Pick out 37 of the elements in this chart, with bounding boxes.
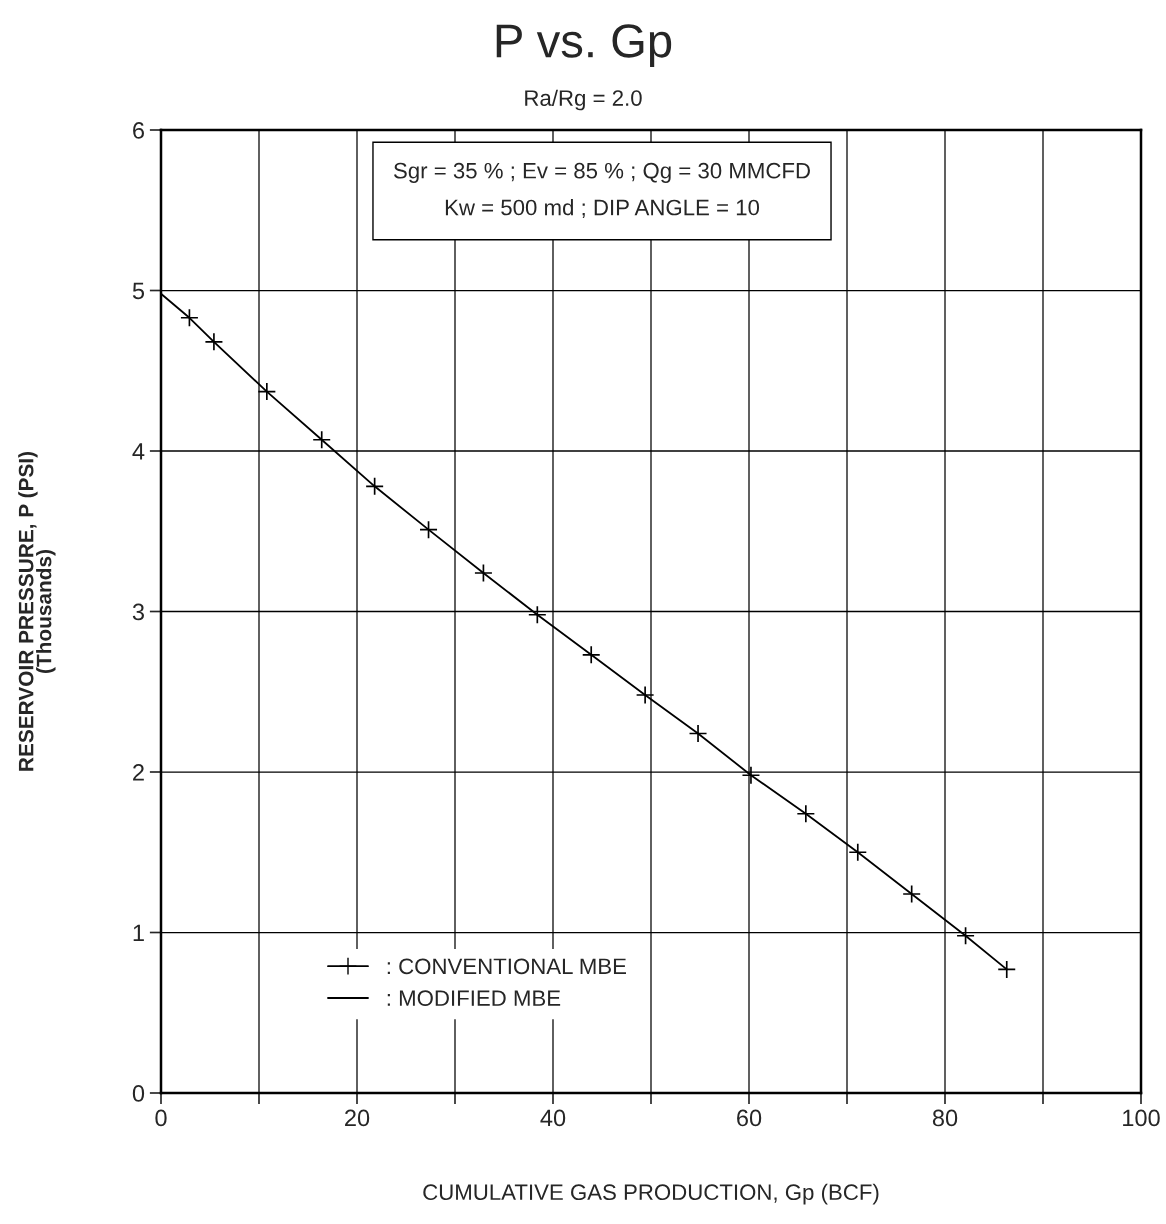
point xyxy=(848,842,868,862)
y-axis-title: RESERVOIR PRESSURE, P (PSI) (Thousands) xyxy=(18,451,56,771)
point xyxy=(257,382,277,401)
point xyxy=(902,884,922,904)
x-tick-label: 100 xyxy=(1123,1109,1160,1127)
point xyxy=(956,926,975,946)
point xyxy=(635,685,655,705)
point xyxy=(997,960,1017,979)
x-tick-label: 40 xyxy=(540,1109,566,1127)
legend-label: : MODIFIED MBE xyxy=(387,990,561,1007)
chart-subtitle: Ra/Rg = 2.0 xyxy=(525,89,642,111)
chart-title: P vs. Gp xyxy=(496,24,672,68)
x-tick-label: 20 xyxy=(345,1109,370,1127)
point xyxy=(365,476,384,496)
point xyxy=(796,804,816,824)
y-tick-label: 5 xyxy=(132,282,145,300)
y-tick-label: 2 xyxy=(133,764,144,781)
legend-label: : CONVENTIONAL MBE xyxy=(387,958,626,975)
point xyxy=(474,563,493,583)
point xyxy=(312,430,332,450)
point xyxy=(741,765,761,785)
x-axis-title: CUMULATIVE GAS PRODUCTION, Gp (BCF) xyxy=(423,1183,879,1205)
y-tick-label: 3 xyxy=(132,603,144,621)
point xyxy=(204,332,224,352)
y-tick-label: 4 xyxy=(132,443,145,460)
y-tick-label: 1 xyxy=(133,924,144,942)
y-tick-label: 6 xyxy=(133,122,144,139)
point xyxy=(419,520,438,539)
x-tick-label: 60 xyxy=(737,1109,762,1127)
point xyxy=(180,308,199,328)
x-tick-label: 80 xyxy=(932,1109,958,1127)
y-tick-label: 0 xyxy=(132,1085,145,1102)
point xyxy=(581,645,601,665)
annotation: Sgr = 35 % ; Ev = 85 % ; Qg = 30 MMCFD Kw = 500 md ; DIP ANGLE = 10 xyxy=(393,162,810,218)
point xyxy=(527,605,547,625)
x-tick-label: 0 xyxy=(155,1109,167,1127)
point xyxy=(688,724,708,743)
